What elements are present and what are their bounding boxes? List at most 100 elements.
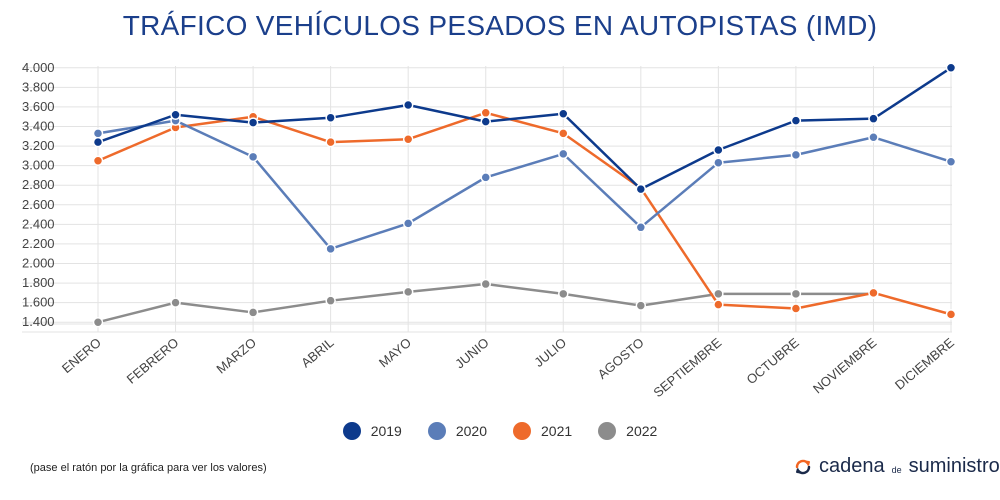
- data-point-2019[interactable]: [247, 117, 259, 128]
- data-point-2020[interactable]: [868, 132, 879, 143]
- legend-item-2020[interactable]: 2020: [427, 422, 487, 440]
- data-point-2019[interactable]: [170, 109, 181, 121]
- legend-label: 2021: [541, 423, 573, 439]
- x-tick-label: MAYO: [376, 335, 414, 370]
- series-layer: [92, 62, 957, 328]
- data-point-2019[interactable]: [945, 62, 957, 74]
- data-point-2020[interactable]: [247, 151, 259, 163]
- data-point-2020[interactable]: [325, 243, 336, 255]
- data-point-2021[interactable]: [325, 136, 336, 148]
- data-point-2019[interactable]: [790, 115, 802, 126]
- y-tick-label: 2.800: [22, 177, 55, 192]
- x-tick-label: SEPTIEMBRE: [650, 335, 724, 401]
- data-point-2022[interactable]: [247, 307, 259, 318]
- series-2019: [92, 62, 957, 195]
- series-line-2021: [97, 111, 952, 316]
- data-point-2021[interactable]: [558, 128, 569, 139]
- data-point-2019[interactable]: [635, 183, 647, 195]
- data-point-2021[interactable]: [790, 303, 802, 314]
- x-tick-label: AGOSTO: [595, 335, 647, 382]
- y-axis: 1.400 1.600 1.800 2.000 2.200 2.400 2.600 2.800…: [22, 60, 55, 329]
- series-2021: [92, 107, 957, 320]
- x-tick-label: JULIO: [531, 335, 569, 370]
- refresh-arrows-icon: [795, 459, 811, 474]
- y-tick-label: 4.000: [22, 60, 55, 75]
- data-point-2020[interactable]: [713, 157, 724, 168]
- series-line-2020: [97, 119, 952, 251]
- x-tick-label: FEBRERO: [124, 335, 182, 387]
- data-point-2022[interactable]: [480, 278, 491, 290]
- x-tick-label: ENERO: [59, 335, 104, 376]
- x-tick-label: ABRIL: [298, 335, 336, 371]
- legend-dot-icon: [342, 422, 361, 440]
- legend-label: 2020: [455, 423, 487, 439]
- data-point-2021[interactable]: [480, 107, 491, 119]
- x-tick-label: MARZO: [213, 335, 259, 377]
- y-tick-label: 1.400: [22, 314, 55, 329]
- y-tick-label: 2.400: [22, 216, 55, 231]
- brand-text-cadena: cadena: [819, 455, 885, 477]
- data-point-2019[interactable]: [325, 112, 336, 123]
- data-point-2020[interactable]: [92, 128, 104, 139]
- y-tick-label: 1.600: [22, 295, 55, 310]
- data-point-2019[interactable]: [92, 136, 104, 148]
- brand-logo: cadena de suministro: [793, 455, 1000, 478]
- line-chart[interactable]: 1.400 1.600 1.800 2.000 2.200 2.400 2.600 2.800…: [0, 0, 1000, 420]
- data-point-2019[interactable]: [480, 116, 491, 127]
- x-tick-label: OCTUBRE: [744, 335, 803, 388]
- data-point-2020[interactable]: [790, 149, 802, 161]
- data-point-2022[interactable]: [558, 288, 569, 300]
- data-point-2021[interactable]: [713, 299, 724, 310]
- brand-text-suministro: suministro: [908, 455, 1000, 477]
- data-point-2021[interactable]: [945, 309, 957, 320]
- chart-title: TRÁFICO VEHÍCULOS PESADOS EN AUTOPISTAS …: [122, 10, 878, 41]
- data-point-2020[interactable]: [480, 172, 491, 183]
- data-point-2022[interactable]: [92, 316, 104, 328]
- legend-dot-icon: [598, 422, 617, 440]
- data-point-2022[interactable]: [790, 288, 802, 300]
- x-axis: ENERO FEBRERO MARZO ABRIL MAYO JUNIO JULIO AGOS…: [59, 335, 957, 401]
- y-tick-label: 3.800: [22, 79, 55, 94]
- y-tick-label: 2.600: [22, 197, 55, 212]
- series-2022: [92, 278, 879, 328]
- data-point-2022[interactable]: [402, 286, 414, 298]
- data-point-2020[interactable]: [635, 222, 647, 233]
- data-point-2022[interactable]: [635, 300, 647, 311]
- data-point-2020[interactable]: [402, 218, 414, 229]
- series-2020: [92, 115, 957, 255]
- y-tick-label: 2.200: [22, 236, 55, 251]
- data-point-2020[interactable]: [945, 156, 957, 167]
- data-point-2019[interactable]: [558, 108, 569, 120]
- data-point-2022[interactable]: [170, 297, 181, 308]
- y-tick-label: 1.800: [22, 275, 55, 290]
- y-tick-label: 3.000: [22, 158, 55, 173]
- grid-lines: [22, 66, 952, 333]
- x-tick-label: NOVIEMBRE: [810, 335, 880, 397]
- data-point-2022[interactable]: [325, 295, 336, 306]
- y-tick-label: 3.400: [22, 119, 55, 134]
- legend-item-2022[interactable]: 2022: [598, 422, 657, 440]
- y-tick-label: 2.000: [22, 256, 55, 271]
- legend-label: 2022: [626, 423, 658, 439]
- data-point-2019[interactable]: [713, 144, 724, 156]
- data-point-2021[interactable]: [92, 155, 104, 166]
- y-tick-label: 3.200: [22, 138, 55, 153]
- legend-dot-icon: [513, 422, 531, 440]
- data-point-2021[interactable]: [868, 287, 879, 299]
- x-tick-label: DICIEMBRE: [892, 335, 957, 393]
- legend: 2019 2020 2021 2022: [0, 422, 1000, 440]
- series-line-2019: [97, 66, 952, 191]
- y-tick-label: 3.600: [22, 99, 55, 114]
- x-tick-label: JUNIO: [452, 335, 492, 372]
- data-point-2021[interactable]: [402, 133, 414, 145]
- hover-note: (pase el ratón por la gráfica para ver l…: [30, 462, 267, 474]
- legend-dot-icon: [427, 422, 446, 440]
- brand-text-de: de: [891, 464, 902, 475]
- data-point-2022[interactable]: [713, 288, 724, 300]
- legend-label: 2019: [370, 423, 402, 439]
- data-point-2019[interactable]: [402, 99, 414, 111]
- data-point-2019[interactable]: [868, 113, 879, 124]
- legend-item-2019[interactable]: 2019: [342, 422, 402, 440]
- data-point-2020[interactable]: [558, 148, 569, 160]
- legend-item-2021[interactable]: 2021: [513, 422, 572, 440]
